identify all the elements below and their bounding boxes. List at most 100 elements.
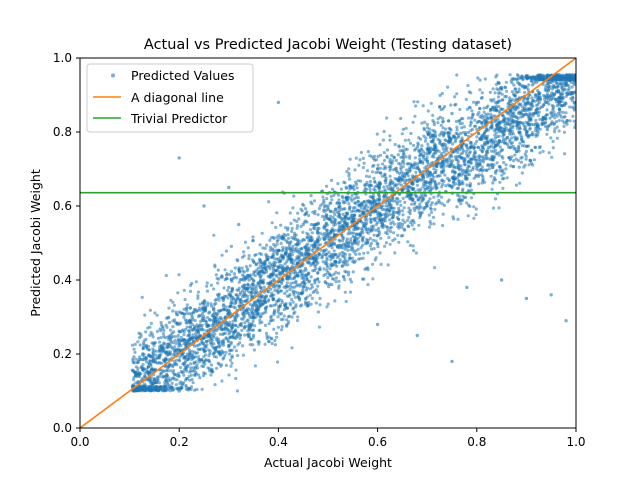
- scatter-point: [292, 194, 296, 198]
- scatter-point: [412, 100, 416, 104]
- scatter-point: [380, 207, 384, 212]
- scatter-point: [318, 204, 322, 208]
- scatter-point: [482, 106, 486, 110]
- scatter-point: [241, 311, 245, 315]
- scatter-point: [264, 268, 268, 272]
- scatter-point: [190, 281, 194, 286]
- scatter-point: [471, 144, 475, 148]
- scatter-point: [447, 178, 451, 182]
- scatter-point: [457, 164, 461, 168]
- scatter-point: [332, 210, 336, 214]
- scatter-point: [552, 104, 556, 108]
- scatter-point: [350, 193, 354, 198]
- scatter-point: [412, 221, 416, 225]
- scatter-point: [229, 269, 234, 273]
- scatter-point: [421, 104, 425, 108]
- scatter-point: [490, 157, 494, 161]
- scatter-point: [472, 151, 476, 155]
- scatter-point: [534, 81, 539, 85]
- scatter-point: [310, 283, 314, 287]
- scatter-point: [238, 336, 242, 341]
- scatter-point: [557, 76, 561, 80]
- scatter-point: [443, 138, 447, 142]
- scatter-point: [469, 196, 474, 200]
- scatter-point: [466, 83, 470, 88]
- scatter-point: [327, 254, 331, 258]
- scatter-point: [497, 104, 501, 109]
- scatter-point: [477, 154, 481, 158]
- scatter-point: [379, 262, 383, 266]
- scatter-point: [498, 180, 502, 184]
- scatter-point: [268, 238, 272, 242]
- scatter-point: [156, 376, 160, 380]
- scatter-point: [485, 150, 489, 154]
- scatter-point: [323, 231, 327, 235]
- scatter-point: [469, 121, 473, 125]
- scatter-point: [441, 223, 445, 228]
- scatter-point: [184, 376, 188, 381]
- scatter-point: [261, 246, 265, 250]
- scatter-point: [401, 213, 405, 217]
- scatter-point: [557, 119, 561, 123]
- scatter-point: [144, 330, 148, 334]
- scatter-point: [518, 141, 522, 145]
- scatter-point: [296, 315, 300, 319]
- scatter-point: [247, 278, 251, 282]
- scatter-point: [379, 153, 383, 157]
- scatter-point: [439, 123, 443, 127]
- scatter-point: [290, 346, 294, 350]
- scatter-point: [536, 89, 540, 93]
- scatter-point: [531, 104, 535, 108]
- scatter-point: [226, 288, 230, 293]
- scatter-point: [411, 120, 415, 124]
- scatter-point: [212, 351, 216, 355]
- scatter-point: [468, 106, 472, 110]
- scatter-point: [301, 230, 305, 234]
- scatter-point: [275, 252, 279, 256]
- scatter-point: [325, 265, 329, 269]
- scatter-point: [173, 351, 177, 355]
- scatter-point: [510, 141, 514, 145]
- scatter-point: [223, 268, 227, 272]
- scatter-point: [276, 299, 280, 303]
- scatter-point: [518, 126, 522, 130]
- scatter-point: [310, 202, 314, 206]
- scatter-point: [244, 265, 248, 269]
- scatter-point: [315, 260, 319, 264]
- scatter-point: [320, 256, 324, 260]
- scatter-point: [209, 363, 214, 367]
- scatter-point: [365, 230, 369, 234]
- scatter-point: [202, 343, 206, 347]
- scatter-point: [225, 272, 229, 276]
- scatter-point: [262, 271, 266, 275]
- scatter-point: [173, 345, 177, 349]
- scatter-point: [549, 80, 554, 84]
- scatter-point: [501, 186, 505, 190]
- scatter-point: [460, 189, 465, 193]
- scatter-point: [358, 214, 362, 218]
- scatter-point: [308, 287, 312, 291]
- scatter-point: [247, 257, 251, 261]
- scatter-point: [401, 127, 405, 131]
- scatter-point: [267, 298, 271, 302]
- scatter-point: [459, 117, 463, 121]
- scatter-point: [466, 168, 470, 172]
- scatter-point: [467, 160, 471, 164]
- scatter-point: [200, 326, 204, 330]
- scatter-point: [322, 217, 326, 221]
- scatter-point: [472, 100, 476, 104]
- scatter-cloud: [130, 73, 576, 393]
- scatter-point: [140, 295, 144, 299]
- scatter-point: [279, 241, 283, 245]
- scatter-point: [420, 193, 424, 197]
- scatter-point: [201, 306, 205, 310]
- scatter-point: [494, 128, 498, 132]
- scatter-point: [501, 137, 506, 141]
- scatter-point: [397, 144, 401, 148]
- scatter-point: [514, 183, 519, 187]
- scatter-point: [565, 122, 569, 126]
- scatter-point: [175, 378, 179, 382]
- scatter-point: [403, 138, 407, 142]
- scatter-point: [228, 358, 233, 362]
- scatter-point: [241, 353, 245, 357]
